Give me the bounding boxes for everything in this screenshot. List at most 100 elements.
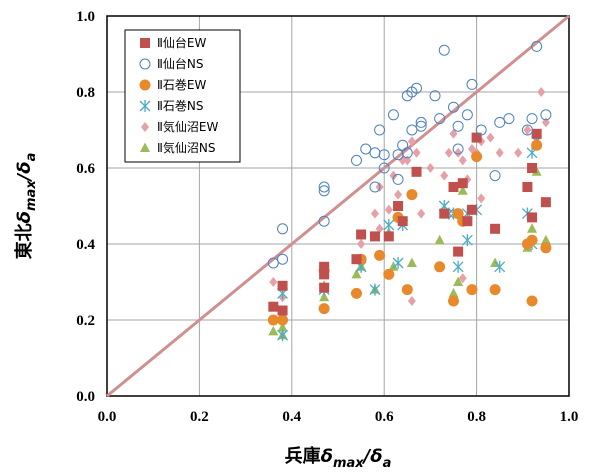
axis-label-part: 東北 (13, 223, 35, 259)
legend-label: Ⅱ気仙沼NS (157, 140, 216, 155)
data-point (393, 201, 404, 211)
y-tick-label: 1.0 (76, 9, 95, 25)
data-point (526, 234, 538, 246)
y-tick-label: 0.6 (76, 161, 95, 177)
data-point (494, 260, 506, 273)
data-point (448, 101, 459, 113)
reference-line (106, 14, 570, 398)
data-point (387, 109, 399, 121)
data-point (438, 44, 450, 56)
data-point (383, 231, 394, 242)
legend-label: Ⅱ石巻EW (157, 78, 206, 92)
data-point (527, 212, 538, 223)
data-point (461, 234, 473, 247)
data-point (350, 287, 362, 299)
legend-label: Ⅱ石巻NS (157, 99, 204, 113)
x-tick-label: 0.2 (190, 409, 209, 425)
data-point (489, 284, 501, 296)
data-point (466, 78, 478, 90)
axis-label-part: /δ (362, 446, 383, 467)
data-point (360, 143, 372, 155)
data-point (277, 253, 289, 265)
legend-item: Ⅱ石巻EW (139, 78, 206, 92)
data-point (267, 314, 279, 326)
data-point (458, 155, 467, 166)
data-point (461, 109, 473, 121)
data-point (319, 291, 330, 302)
data-point (383, 268, 395, 280)
data-point (537, 87, 546, 97)
axis-label-part: /δ (14, 161, 35, 182)
data-point (407, 136, 416, 147)
data-point (277, 314, 289, 326)
data-point (318, 185, 330, 197)
data-point (369, 283, 381, 296)
data-point (378, 162, 390, 174)
legend-marker (139, 79, 151, 91)
data-point (318, 303, 330, 315)
x-tick-label: 0.4 (282, 409, 301, 425)
data-point (378, 149, 390, 161)
axis-label-part: 兵庫 (285, 445, 321, 467)
data-point (268, 301, 279, 312)
data-point (495, 147, 504, 158)
y-axis-label: 東北δmax/δa (13, 153, 39, 260)
data-point (540, 197, 551, 208)
data-point (406, 124, 418, 136)
data-point (369, 147, 381, 159)
data-point (319, 269, 330, 280)
legend-item: Ⅱ気仙沼NS (140, 140, 216, 155)
data-point (466, 284, 478, 296)
data-point (434, 234, 445, 245)
axis-label-part: max (24, 180, 39, 211)
data-point (389, 170, 398, 181)
x-axis-label: 兵庫δmax/δa (285, 445, 392, 471)
data-point (429, 90, 441, 102)
y-tick-label: 0.0 (76, 389, 95, 405)
data-point (526, 113, 538, 125)
data-point (466, 204, 477, 215)
data-point (453, 246, 464, 257)
data-point (417, 208, 426, 219)
data-point (531, 128, 542, 139)
y-axis-ticks: 0.0 0.2 0.4 0.6 0.8 1.0 (76, 9, 95, 405)
data-point (454, 147, 463, 158)
legend: Ⅱ仙台EW Ⅱ仙台NS Ⅱ石巻EW Ⅱ石巻NS Ⅱ気仙沼EW Ⅱ気仙沼NS (124, 29, 241, 163)
data-point (388, 261, 399, 271)
data-point (369, 181, 381, 193)
data-point (490, 223, 501, 234)
plot-frame (106, 15, 570, 397)
data-point (398, 155, 407, 166)
data-point (406, 189, 418, 201)
data-point (397, 139, 409, 151)
data-point (503, 113, 515, 125)
data-point (540, 242, 552, 254)
data-point (458, 273, 467, 284)
data-point (392, 173, 404, 185)
data-point (426, 163, 435, 173)
axis-label-part: a (383, 456, 392, 471)
legend-marker (139, 58, 151, 70)
data-point (462, 216, 473, 227)
data-point (531, 139, 543, 151)
grid (107, 16, 569, 396)
data-point (439, 208, 450, 219)
y-tick-label: 0.4 (76, 237, 95, 253)
data-point (471, 132, 482, 143)
data-point (268, 325, 279, 336)
data-point (440, 170, 449, 181)
data-point (415, 120, 427, 132)
data-point (267, 257, 279, 269)
data-point (531, 40, 543, 52)
data-point (394, 189, 403, 200)
data-point (375, 223, 384, 234)
data-point (453, 276, 464, 286)
data-point (407, 296, 416, 306)
data-point (277, 280, 288, 291)
data-point (489, 170, 501, 182)
data-point (448, 295, 459, 307)
data-point (412, 147, 421, 158)
data-point (277, 322, 288, 332)
data-point (374, 249, 386, 261)
data-point (269, 277, 278, 287)
